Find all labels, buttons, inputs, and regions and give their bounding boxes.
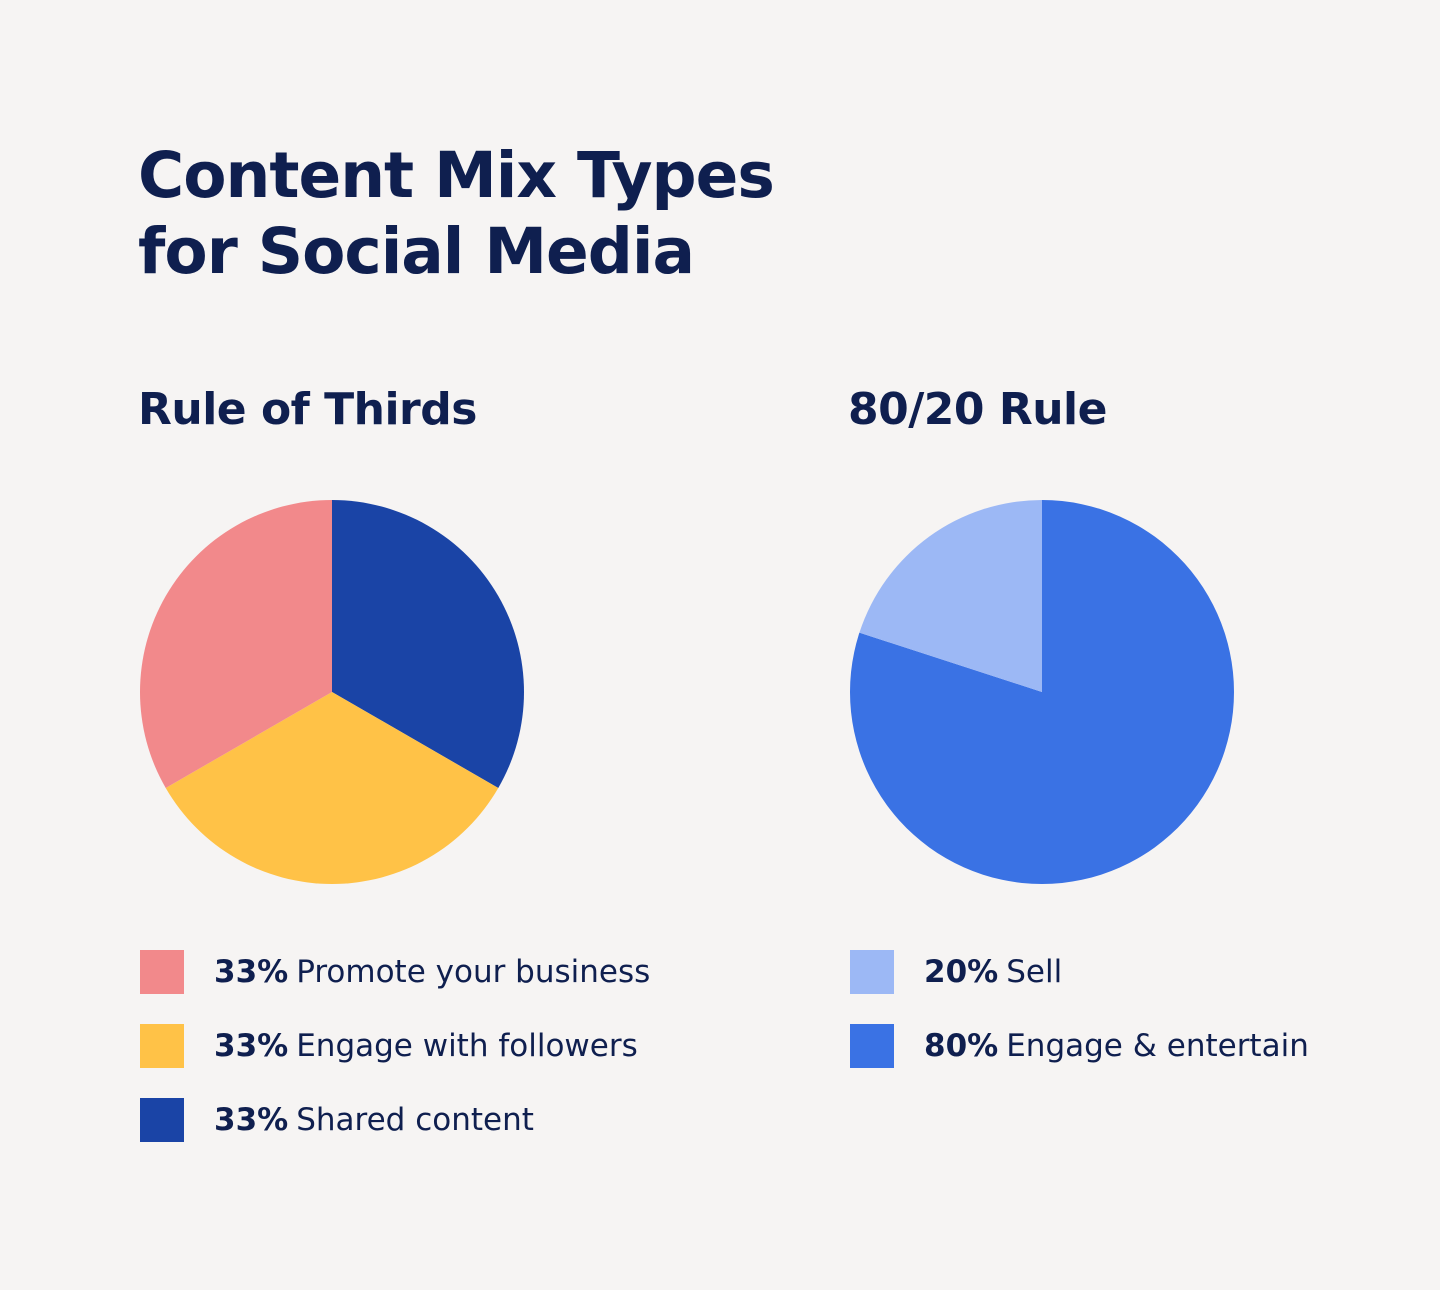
rule-of-thirds-legend: 33% Promote your business 33% Engage wit… (140, 950, 650, 1172)
page-title-line-1: Content Mix Types (138, 139, 775, 212)
legend-swatch-engage-entertain (850, 1024, 894, 1068)
legend-pct-engage-followers: 33% (214, 1028, 289, 1064)
legend-swatch-engage-followers (140, 1024, 184, 1068)
rule-of-thirds-slice-0 (140, 500, 332, 788)
rule-of-thirds-pie (140, 500, 524, 884)
legend-pct-engage-entertain: 80% (924, 1028, 999, 1064)
legend-pct-promote: 33% (214, 954, 289, 990)
legend-item-shared: 33% Shared content (140, 1098, 650, 1142)
legend-item-promote: 33% Promote your business (140, 950, 650, 994)
legend-swatch-promote (140, 950, 184, 994)
legend-label-engage-followers: Engage with followers (296, 1028, 638, 1064)
legend-pct-sell: 20% (924, 954, 999, 990)
legend-pct-shared: 33% (214, 1102, 289, 1138)
legend-swatch-sell (850, 950, 894, 994)
legend-label-shared: Shared content (296, 1102, 534, 1138)
eighty-twenty-pie (850, 500, 1234, 884)
eighty-twenty-slice-0 (859, 500, 1042, 692)
rule-of-thirds-title: Rule of Thirds (138, 384, 477, 435)
eighty-twenty-legend: 20% Sell 80% Engage & entertain (850, 950, 1309, 1098)
legend-label-sell: Sell (1006, 954, 1063, 990)
page-title-line-2: for Social Media (138, 215, 695, 288)
legend-item-sell: 20% Sell (850, 950, 1309, 994)
legend-label-promote: Promote your business (296, 954, 651, 990)
legend-item-engage-entertain: 80% Engage & entertain (850, 1024, 1309, 1068)
legend-label-engage-entertain: Engage & entertain (1006, 1028, 1309, 1064)
eighty-twenty-title: 80/20 Rule (848, 384, 1107, 435)
page-title: Content Mix Types for Social Media (138, 138, 775, 290)
rule-of-thirds-slice-2 (332, 500, 524, 788)
legend-swatch-shared (140, 1098, 184, 1142)
rule-of-thirds-slice-1 (165, 692, 499, 884)
legend-item-engage-followers: 33% Engage with followers (140, 1024, 650, 1068)
